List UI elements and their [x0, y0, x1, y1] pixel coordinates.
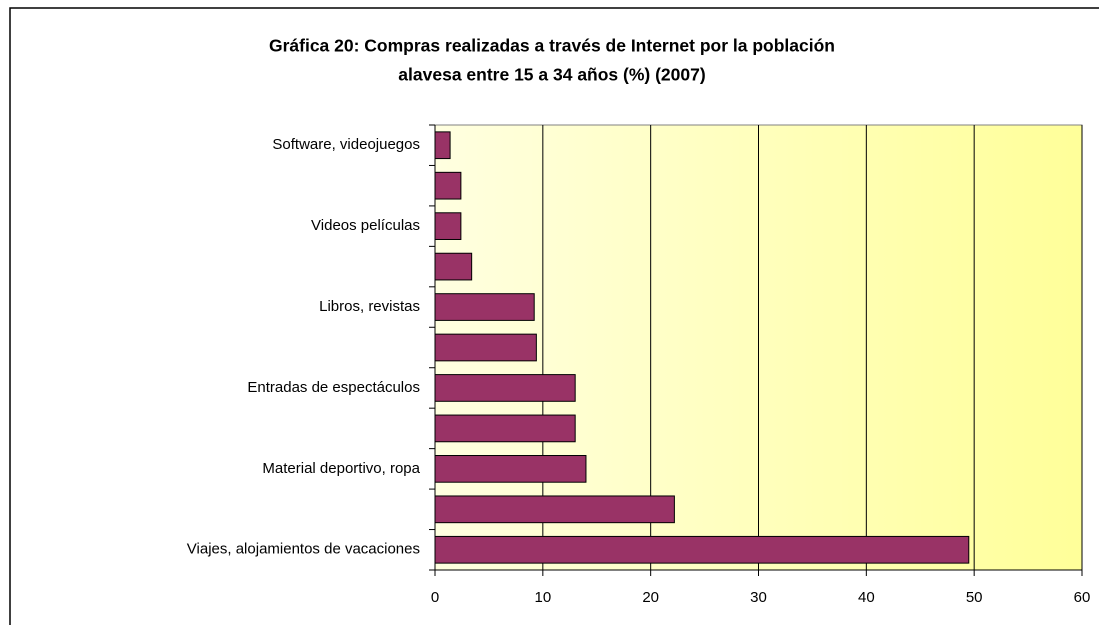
y-tick-label: Entradas de espectáculos: [247, 379, 420, 396]
bar: [434, 252, 473, 281]
x-tick-label: 50: [966, 589, 983, 606]
x-tick-label: 0: [431, 589, 439, 606]
y-tick-label: Software, videojuegos: [272, 136, 420, 153]
bar: [434, 333, 537, 362]
chart-title: alavesa entre 15 a 34 años (%) (2007): [398, 65, 705, 85]
y-tick-label: Libros, revistas: [319, 298, 420, 315]
x-tick-label: 60: [1074, 589, 1091, 606]
x-tick-label: 10: [534, 589, 551, 606]
bar: [434, 212, 462, 240]
x-tick-label: 30: [750, 589, 767, 606]
x-tick-label: 40: [858, 589, 875, 606]
bar: [434, 293, 535, 321]
bar: [434, 374, 576, 402]
bar: [434, 455, 587, 483]
bar: [434, 171, 462, 200]
chart-title: Gráfica 20: Compras realizadas a través …: [269, 36, 835, 56]
bar: [434, 414, 576, 443]
y-tick-label: Material deportivo, ropa: [262, 460, 420, 477]
bar: [434, 131, 451, 160]
bar: [434, 535, 970, 564]
y-tick-label: Videos películas: [311, 217, 420, 234]
x-tick-label: 20: [642, 589, 659, 606]
bar: [434, 495, 675, 524]
y-tick-label: Viajes, alojamientos de vacaciones: [187, 541, 420, 558]
